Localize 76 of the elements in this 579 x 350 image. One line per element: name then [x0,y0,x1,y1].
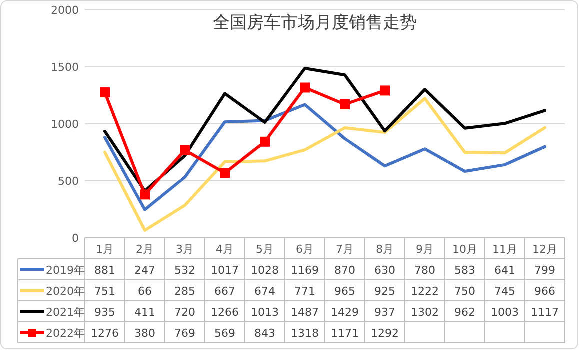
chart-title: 全国房车市场月度销售走势 [213,13,417,33]
data-label: 1171 [331,327,359,340]
x-tick-label: 10月 [452,243,478,256]
data-label: 1266 [211,306,239,319]
x-tick-label: 8月 [376,243,394,256]
x-tick-label: 5月 [256,243,274,256]
point [140,190,150,200]
data-label: 583 [454,264,476,277]
data-label: 674 [254,285,276,298]
data-label: 780 [414,264,436,277]
point [340,100,350,110]
data-label: 1028 [251,264,279,277]
data-label: 532 [174,264,196,277]
data-label: 569 [214,327,236,340]
data-label: 769 [174,327,196,340]
x-tick-label: 9月 [416,243,434,256]
data-label: 771 [294,285,316,298]
point [180,145,190,156]
data-label: 247 [134,264,156,277]
data-label: 1222 [411,285,439,298]
x-tick-label: 7月 [336,243,354,256]
data-label: 881 [94,264,116,277]
data-label: 630 [374,264,396,277]
x-tick-label: 1月 [96,243,114,256]
data-label: 745 [494,285,516,298]
x-tick-label: 3月 [176,243,194,256]
data-label: 870 [334,264,356,277]
legend-label: 2019年 [46,264,85,277]
data-label: 965 [334,285,356,298]
y-tick-label: 1000 [51,118,79,131]
x-tick-label: 2月 [136,243,154,256]
data-label: 750 [454,285,476,298]
data-label: 1013 [251,306,279,319]
point [380,86,390,96]
data-label: 925 [374,285,396,298]
legend-label: 2022年 [46,327,85,340]
data-label: 720 [174,306,196,319]
data-label: 1117 [531,306,559,319]
data-label: 411 [134,306,156,319]
legend-label: 2021年 [46,306,85,319]
x-tick-label: 4月 [216,243,234,256]
data-label: 380 [134,327,156,340]
data-label: 937 [374,306,396,319]
y-tick-label: 1500 [51,61,79,74]
data-label: 1487 [291,306,319,319]
line-series [104,97,546,232]
data-label: 667 [214,285,236,298]
legend-label: 2020年 [46,285,85,298]
x-tick-label: 12月 [532,243,558,256]
data-label: 641 [494,264,516,277]
y-tick-label: 2000 [51,4,79,17]
point [260,136,270,147]
x-tick-label: 6月 [296,243,314,256]
data-label: 1276 [91,327,119,340]
data-label: 1302 [411,306,439,319]
data-label: 843 [254,327,276,340]
data-label: 962 [454,306,476,319]
data-label: 966 [534,285,556,298]
data-label: 1003 [491,306,519,319]
data-label: 1292 [371,327,399,340]
line-series [104,103,546,212]
y-tick-label: 500 [58,175,79,188]
y-tick-label: 0 [72,232,79,245]
data-label: 799 [534,264,556,277]
data-label: 751 [94,285,116,298]
x-tick-label: 11月 [492,243,518,256]
point [220,168,230,178]
data-label: 935 [94,306,116,319]
point [100,88,110,98]
data-label: 66 [138,285,152,298]
data-label: 285 [174,285,196,298]
data-label: 1318 [291,327,319,340]
data-label: 1017 [211,264,239,277]
data-label: 1429 [331,306,359,319]
point [300,82,310,93]
data-label: 1169 [291,264,319,277]
